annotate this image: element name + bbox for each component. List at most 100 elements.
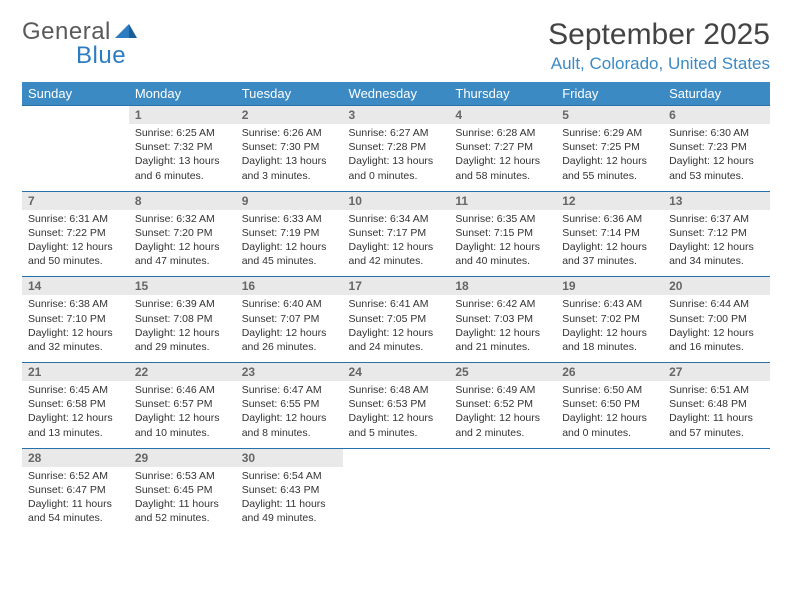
- title-block: September 2025 Ault, Colorado, United St…: [548, 18, 770, 74]
- weekday-header: Friday: [556, 82, 663, 106]
- sunrise-text: Sunrise: 6:46 AM: [135, 383, 230, 397]
- daylight-text: Daylight: 13 hours and 3 minutes.: [242, 154, 337, 182]
- daylight-text: Daylight: 12 hours and 40 minutes.: [455, 240, 550, 268]
- sunrise-text: Sunrise: 6:40 AM: [242, 297, 337, 311]
- sunrise-text: Sunrise: 6:47 AM: [242, 383, 337, 397]
- day-content-cell: [556, 467, 663, 534]
- sunset-text: Sunset: 7:15 PM: [455, 226, 550, 240]
- day-number-cell: 26: [556, 363, 663, 382]
- day-content-cell: Sunrise: 6:32 AMSunset: 7:20 PMDaylight:…: [129, 210, 236, 277]
- day-content-cell: Sunrise: 6:39 AMSunset: 7:08 PMDaylight:…: [129, 295, 236, 362]
- day-number-cell: [22, 106, 129, 125]
- day-content-cell: Sunrise: 6:36 AMSunset: 7:14 PMDaylight:…: [556, 210, 663, 277]
- sunrise-text: Sunrise: 6:28 AM: [455, 126, 550, 140]
- weekday-header: Saturday: [663, 82, 770, 106]
- day-content-cell: Sunrise: 6:46 AMSunset: 6:57 PMDaylight:…: [129, 381, 236, 448]
- sunset-text: Sunset: 6:48 PM: [669, 397, 764, 411]
- day-number-cell: 18: [449, 277, 556, 296]
- calendar-body: 123456Sunrise: 6:25 AMSunset: 7:32 PM Day…: [22, 106, 770, 534]
- sunset-text: Sunset: 7:10 PM: [28, 312, 123, 326]
- daylight-text: Daylight: 11 hours and 57 minutes.: [669, 411, 764, 439]
- header: General Blue September 2025 Ault, Colora…: [22, 18, 770, 74]
- sunrise-text: Sunrise: 6:27 AM: [349, 126, 444, 140]
- day-number-row: 123456: [22, 106, 770, 125]
- day-number-cell: [343, 448, 450, 467]
- day-number-cell: [663, 448, 770, 467]
- day-number-cell: 9: [236, 191, 343, 210]
- daylight-text: Daylight: 12 hours and 8 minutes.: [242, 411, 337, 439]
- daylight-text: Daylight: 12 hours and 16 minutes.: [669, 326, 764, 354]
- day-number-cell: 5: [556, 106, 663, 125]
- daylight-text: Daylight: 11 hours and 52 minutes.: [135, 497, 230, 525]
- day-content-cell: Sunrise: 6:28 AMSunset: 7:27 PMDaylight:…: [449, 124, 556, 191]
- daylight-text: Daylight: 12 hours and 10 minutes.: [135, 411, 230, 439]
- day-content-cell: Sunrise: 6:41 AMSunset: 7:05 PMDaylight:…: [343, 295, 450, 362]
- day-content-cell: Sunrise: 6:52 AMSunset: 6:47 PMDaylight:…: [22, 467, 129, 534]
- day-content-cell: Sunrise: 6:40 AMSunset: 7:07 PMDaylight:…: [236, 295, 343, 362]
- day-number-cell: 8: [129, 191, 236, 210]
- day-number-cell: 28: [22, 448, 129, 467]
- sunset-text: Sunset: 6:58 PM: [28, 397, 123, 411]
- sunrise-text: Sunrise: 6:36 AM: [562, 212, 657, 226]
- sunset-text: Sunset: 6:52 PM: [455, 397, 550, 411]
- day-number-cell: 3: [343, 106, 450, 125]
- daylight-text: Daylight: 12 hours and 0 minutes.: [562, 411, 657, 439]
- sunrise-text: Sunrise: 6:25 AM: [135, 126, 230, 140]
- daylight-text: Daylight: 12 hours and 2 minutes.: [455, 411, 550, 439]
- day-number-cell: 19: [556, 277, 663, 296]
- sunrise-text: Sunrise: 6:50 AM: [562, 383, 657, 397]
- logo-flag-icon: [115, 20, 137, 45]
- sunrise-text: Sunrise: 6:33 AM: [242, 212, 337, 226]
- sunrise-text: Sunrise: 6:53 AM: [135, 469, 230, 483]
- sunset-text: Sunset: 7:02 PM: [562, 312, 657, 326]
- day-content-cell: Sunrise: 6:38 AMSunset: 7:10 PMDaylight:…: [22, 295, 129, 362]
- sunrise-text: Sunrise: 6:39 AM: [135, 297, 230, 311]
- day-content-cell: Sunrise: 6:51 AMSunset: 6:48 PMDaylight:…: [663, 381, 770, 448]
- logo-text-blue: Blue: [76, 42, 126, 70]
- day-number-cell: [449, 448, 556, 467]
- sunrise-text: Sunrise: 6:41 AM: [349, 297, 444, 311]
- sunrise-text: Sunrise: 6:31 AM: [28, 212, 123, 226]
- sunset-text: Sunset: 7:08 PM: [135, 312, 230, 326]
- daylight-text: Daylight: 12 hours and 45 minutes.: [242, 240, 337, 268]
- day-number-cell: 24: [343, 363, 450, 382]
- sunset-text: Sunset: 6:53 PM: [349, 397, 444, 411]
- day-number-cell: 16: [236, 277, 343, 296]
- day-content-row: Sunrise: 6:52 AMSunset: 6:47 PMDaylight:…: [22, 467, 770, 534]
- day-content-cell: Sunrise: 6:48 AMSunset: 6:53 PMDaylight:…: [343, 381, 450, 448]
- sunset-text: Sunset: 7:17 PM: [349, 226, 444, 240]
- sunset-text: Sunset: 7:32 PM: [135, 140, 230, 154]
- sunrise-text: Sunrise: 6:49 AM: [455, 383, 550, 397]
- weekday-header: Sunday: [22, 82, 129, 106]
- sunrise-text: Sunrise: 6:30 AM: [669, 126, 764, 140]
- daylight-text: Daylight: 12 hours and 47 minutes.: [135, 240, 230, 268]
- sunrise-text: Sunrise: 6:34 AM: [349, 212, 444, 226]
- weekday-header: Tuesday: [236, 82, 343, 106]
- day-content-cell: Sunrise: 6:54 AMSunset: 6:43 PMDaylight:…: [236, 467, 343, 534]
- day-number-cell: 2: [236, 106, 343, 125]
- daylight-text: Daylight: 11 hours and 54 minutes.: [28, 497, 123, 525]
- sunrise-text: Sunrise: 6:38 AM: [28, 297, 123, 311]
- day-number-cell: 27: [663, 363, 770, 382]
- day-content-cell: Sunrise: 6:26 AMSunset: 7:30 PMDaylight:…: [236, 124, 343, 191]
- day-content-cell: Sunrise: 6:47 AMSunset: 6:55 PMDaylight:…: [236, 381, 343, 448]
- day-number-row: 282930: [22, 448, 770, 467]
- day-content-cell: Sunrise: 6:27 AMSunset: 7:28 PMDaylight:…: [343, 124, 450, 191]
- sunrise-text: Sunrise: 6:29 AM: [562, 126, 657, 140]
- day-number-cell: 17: [343, 277, 450, 296]
- day-number-cell: 23: [236, 363, 343, 382]
- month-title: September 2025: [548, 18, 770, 52]
- day-number-cell: 12: [556, 191, 663, 210]
- calendar-table: Sunday Monday Tuesday Wednesday Thursday…: [22, 82, 770, 533]
- day-number-cell: 22: [129, 363, 236, 382]
- day-content-cell: Sunrise: 6:49 AMSunset: 6:52 PMDaylight:…: [449, 381, 556, 448]
- daylight-text: Daylight: 12 hours and 34 minutes.: [669, 240, 764, 268]
- day-content-cell: Sunrise: 6:53 AMSunset: 6:45 PMDaylight:…: [129, 467, 236, 534]
- day-content-cell: Sunrise: 6:44 AMSunset: 7:00 PMDaylight:…: [663, 295, 770, 362]
- day-number-cell: 1: [129, 106, 236, 125]
- day-number-cell: 6: [663, 106, 770, 125]
- day-content-cell: Sunrise: 6:45 AMSunset: 6:58 PMDaylight:…: [22, 381, 129, 448]
- day-content-cell: [22, 124, 129, 191]
- daylight-text: Daylight: 12 hours and 13 minutes.: [28, 411, 123, 439]
- day-content-cell: Sunrise: 6:42 AMSunset: 7:03 PMDaylight:…: [449, 295, 556, 362]
